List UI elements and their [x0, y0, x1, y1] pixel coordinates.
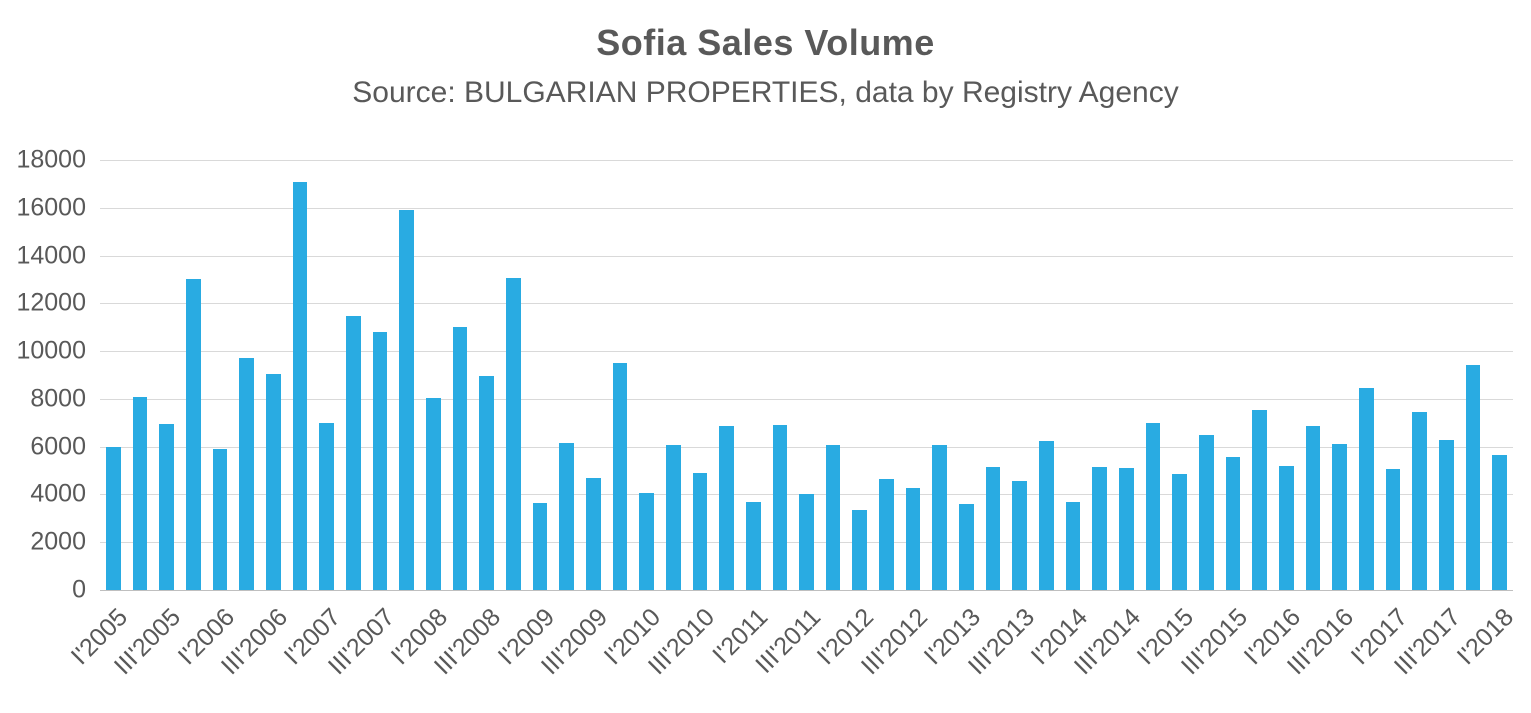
- gridline: [100, 351, 1513, 353]
- gridline: [100, 160, 1513, 161]
- bar-I'2017: [1385, 469, 1401, 590]
- bar-II'2008: [452, 327, 468, 590]
- bar-I'2006: [212, 449, 228, 590]
- bar-IV'2007: [399, 210, 414, 590]
- gridline: [100, 398, 1513, 400]
- y-tick-label: 16000: [16, 193, 86, 222]
- bar-IV'2009: [612, 363, 628, 590]
- gridline: [100, 446, 1513, 448]
- bar-III'2006: [265, 373, 281, 590]
- bar-II'2007: [345, 316, 361, 590]
- y-tick-label: 8000: [30, 384, 86, 413]
- gridline: [100, 303, 1513, 305]
- bar-I'2016: [1279, 465, 1294, 590]
- chart-title: Sofia Sales Volume: [596, 22, 935, 63]
- bar-III'2007: [372, 332, 388, 590]
- bar-IV'2011: [825, 445, 841, 590]
- x-axis-baseline: [100, 590, 1513, 591]
- bar-II'2006: [239, 358, 254, 590]
- bar-I'2008: [425, 397, 441, 590]
- bar-III'2016: [1332, 444, 1348, 590]
- bar-III'2017: [1439, 439, 1454, 590]
- bar-II'2013: [985, 466, 1001, 590]
- bar-IV'2005: [185, 279, 201, 590]
- bar-III'2014: [1119, 468, 1134, 590]
- bar-II'2012: [879, 478, 894, 590]
- y-tick-label: 12000: [16, 288, 86, 317]
- y-axis: 0 2000 4000 6000 8000 10000 12000 14000 16000 180…: [0, 146, 92, 604]
- bar-IV'2010: [719, 426, 734, 590]
- bar-I'2013: [959, 504, 974, 590]
- y-tick-label: 4000: [30, 479, 86, 508]
- bar-II'2017: [1412, 412, 1427, 590]
- bar-I'2015: [1172, 474, 1188, 590]
- bar-III'2008: [479, 376, 494, 590]
- bar-I'2014: [1065, 501, 1081, 590]
- y-tick-label: 10000: [16, 336, 86, 365]
- bar-III'2010: [692, 472, 708, 590]
- bar-II'2016: [1305, 426, 1321, 590]
- bar-II'2009: [559, 443, 574, 590]
- gridline: [100, 255, 1513, 257]
- bar-I'2011: [745, 501, 761, 590]
- bar-III'2012: [905, 488, 921, 590]
- bar-IV'2006: [292, 181, 308, 590]
- gridline: [100, 207, 1513, 209]
- bar-IV'2008: [505, 278, 521, 590]
- y-tick-label: 18000: [16, 145, 86, 174]
- bar-III'2011: [799, 494, 814, 590]
- bar-I'2010: [639, 493, 654, 590]
- x-axis: I'2005 III'2005 I'2006 III'2006 I'2007 III'20…: [66, 597, 1520, 713]
- bar-IV'2015: [1252, 409, 1268, 590]
- bar-III'2005: [159, 423, 174, 590]
- bar-I'2007: [319, 422, 334, 590]
- bar-III'2009: [585, 477, 601, 590]
- bar-III'2013: [1012, 481, 1028, 590]
- x-tick-label: I'2018: [1452, 603, 1520, 671]
- bar-II'2011: [772, 425, 788, 590]
- bar-II'2005: [132, 396, 148, 590]
- bar-IV'2013: [1039, 440, 1054, 590]
- bar-IV'2014: [1145, 422, 1161, 590]
- chart-subtitle: Source: BULGARIAN PROPERTIES, data by Re…: [352, 76, 1179, 109]
- bar-II'2010: [665, 445, 681, 590]
- plot-area: [100, 160, 1513, 591]
- y-tick-label: 14000: [16, 241, 86, 270]
- bar-IV'2012: [932, 445, 948, 590]
- bar-I'2012: [852, 509, 868, 590]
- bar-II'2015: [1199, 434, 1214, 590]
- y-tick-label: 2000: [30, 527, 86, 556]
- bar-I'2018: [1492, 455, 1507, 590]
- y-tick-label: 0: [72, 575, 86, 604]
- bar-II'2014: [1092, 466, 1108, 590]
- y-tick-label: 6000: [30, 432, 86, 461]
- bar-III'2015: [1225, 457, 1241, 590]
- bar-IV'2017: [1465, 365, 1481, 590]
- bar-I'2005: [105, 446, 121, 590]
- bar-IV'2016: [1359, 388, 1374, 590]
- bar-I'2009: [532, 502, 548, 590]
